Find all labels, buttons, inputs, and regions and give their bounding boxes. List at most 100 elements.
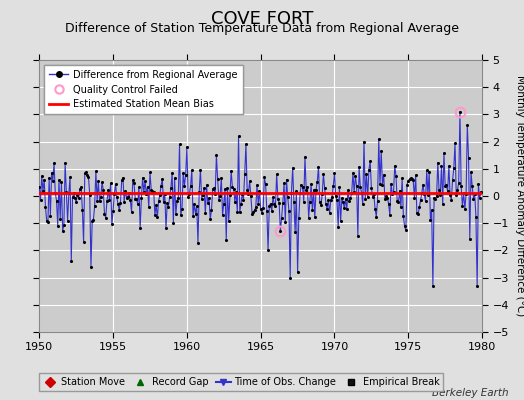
Point	[457, 183, 465, 190]
Point	[244, 191, 253, 197]
Point	[196, 166, 204, 173]
Point	[425, 168, 433, 175]
Point	[41, 204, 50, 210]
Point	[340, 205, 348, 212]
Point	[59, 228, 67, 234]
Point	[237, 201, 245, 207]
Point	[407, 175, 415, 181]
Point	[191, 210, 200, 217]
Point	[42, 218, 51, 224]
Point	[396, 188, 404, 194]
Point	[323, 206, 331, 212]
Point	[349, 170, 357, 176]
Point	[35, 184, 43, 190]
Point	[417, 197, 425, 203]
Point	[110, 191, 118, 197]
Point	[313, 178, 321, 185]
Point	[462, 190, 470, 197]
Point	[440, 150, 448, 156]
Point	[85, 192, 94, 198]
Point	[184, 194, 192, 200]
Point	[243, 186, 252, 193]
Point	[393, 198, 401, 204]
Point	[256, 206, 265, 212]
Point	[124, 194, 132, 200]
Point	[274, 196, 282, 202]
Point	[74, 195, 83, 202]
Point	[78, 206, 86, 213]
Point	[430, 194, 438, 201]
Point	[376, 181, 384, 188]
Point	[442, 182, 451, 188]
Point	[426, 217, 434, 223]
Point	[105, 196, 114, 203]
Point	[169, 220, 178, 226]
Point	[104, 187, 112, 193]
Point	[234, 133, 243, 139]
Point	[377, 148, 386, 154]
Point	[194, 240, 202, 246]
Point	[270, 200, 278, 207]
Point	[344, 187, 352, 194]
Point	[173, 198, 181, 204]
Point	[443, 188, 452, 194]
Point	[261, 181, 270, 188]
Point	[92, 168, 100, 175]
Point	[144, 184, 152, 190]
Point	[156, 192, 164, 198]
Point	[226, 192, 234, 198]
Point	[95, 198, 104, 204]
Point	[275, 200, 283, 206]
Point	[125, 189, 133, 196]
Point	[195, 189, 203, 195]
Point	[409, 177, 418, 184]
Point	[324, 197, 333, 203]
Point	[212, 152, 221, 158]
Point	[351, 173, 359, 180]
Point	[285, 208, 293, 214]
Point	[231, 198, 239, 205]
Text: Berkeley Earth: Berkeley Earth	[432, 388, 508, 398]
Point	[158, 176, 167, 182]
Point	[200, 185, 209, 191]
Point	[66, 174, 74, 180]
Point	[127, 209, 136, 215]
Point	[164, 203, 172, 210]
Point	[309, 187, 318, 193]
Point	[116, 200, 125, 206]
Point	[474, 181, 483, 188]
Point	[287, 190, 296, 196]
Point	[439, 201, 447, 208]
Point	[280, 180, 288, 186]
Point	[452, 192, 461, 198]
Point	[221, 186, 229, 192]
Point	[291, 229, 299, 236]
Point	[468, 183, 476, 190]
Point	[211, 191, 220, 197]
Point	[56, 215, 64, 222]
Point	[475, 195, 484, 202]
Point	[135, 184, 143, 190]
Point	[290, 198, 298, 205]
Point	[224, 218, 233, 224]
Point	[228, 184, 237, 190]
Point	[272, 171, 281, 177]
Point	[268, 208, 276, 214]
Legend: Difference from Regional Average, Quality Control Failed, Estimated Station Mean: Difference from Regional Average, Qualit…	[44, 65, 243, 114]
Point	[63, 218, 72, 224]
Point	[375, 136, 383, 142]
Point	[307, 181, 315, 187]
Point	[388, 190, 397, 197]
Point	[365, 166, 373, 173]
Point	[404, 178, 412, 184]
Point	[38, 173, 46, 179]
Point	[322, 200, 330, 207]
Point	[314, 163, 323, 170]
Point	[130, 180, 138, 186]
Point	[210, 185, 218, 191]
Point	[398, 175, 406, 181]
Point	[52, 197, 61, 204]
Point	[242, 141, 250, 148]
Point	[146, 169, 154, 176]
Point	[198, 195, 206, 202]
